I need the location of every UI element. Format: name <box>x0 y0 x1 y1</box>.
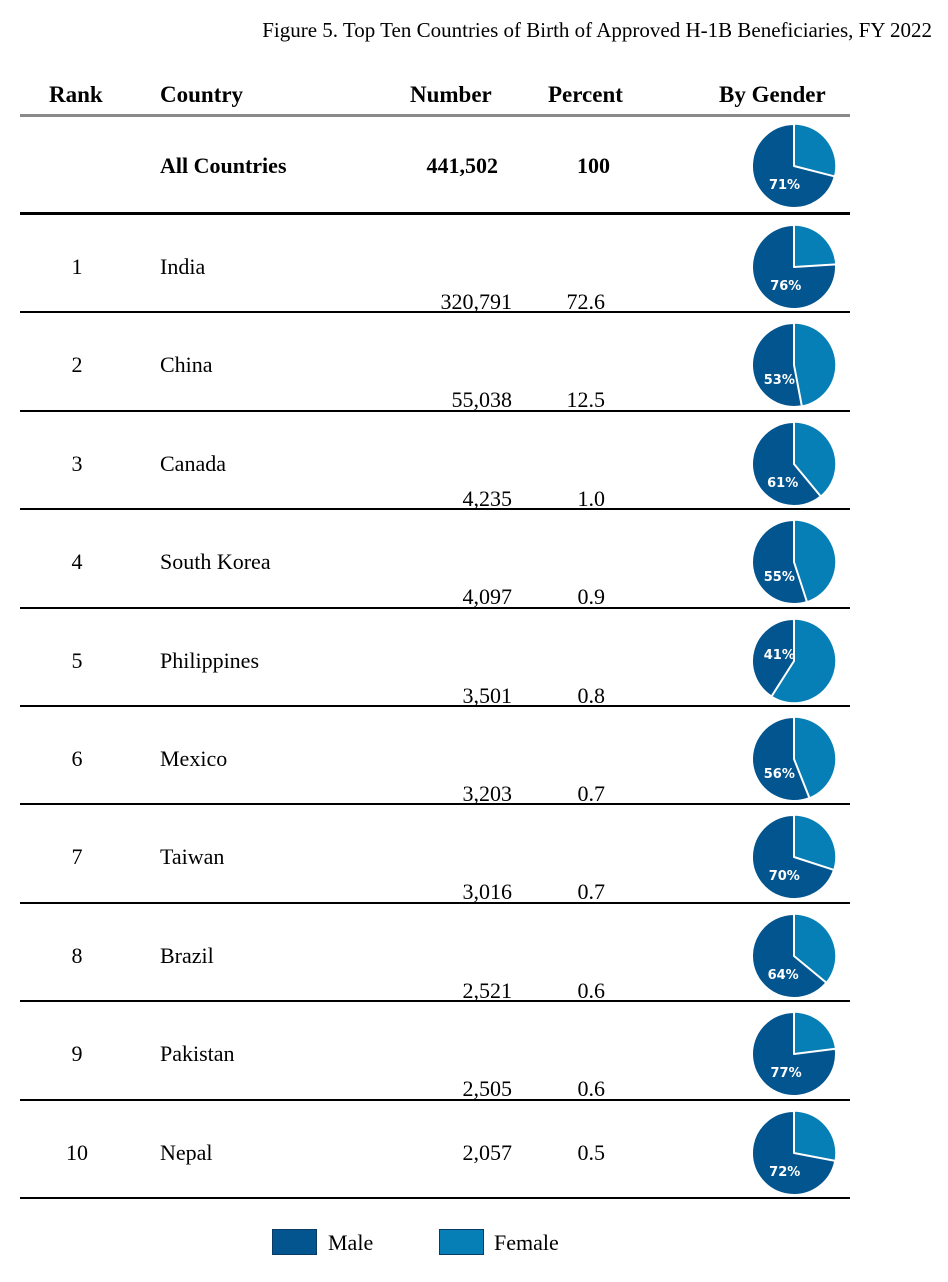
row-number: 2,057 <box>462 1139 513 1165</box>
row-rule <box>20 1197 850 1199</box>
row-rank: 5 <box>71 647 83 673</box>
row-percent: 0.9 <box>577 584 606 610</box>
pie-male-label: 70% <box>769 869 800 884</box>
total-country: All Countries <box>160 153 287 178</box>
gender-pie-3: 61% <box>751 420 837 507</box>
row-rank: 3 <box>71 450 83 476</box>
pie-male-slice <box>751 617 795 698</box>
pie-male-label: 77% <box>770 1066 801 1081</box>
row-number: 3,501 <box>462 682 513 708</box>
pie-male-label: 72% <box>769 1165 800 1180</box>
row-country: Taiwan <box>160 844 225 870</box>
header-by-gender: By Gender <box>719 82 826 107</box>
row-rule <box>20 705 850 707</box>
gender-pie-6: 56% <box>751 716 837 802</box>
row-country: India <box>160 254 206 279</box>
row-rule <box>20 311 850 314</box>
pie-male-label: 64% <box>768 968 799 983</box>
legend-female-swatch <box>439 1229 484 1255</box>
row-country: Brazil <box>160 942 214 968</box>
gender-pie-4: 55% <box>751 519 837 606</box>
pie-male-slice <box>751 519 808 606</box>
header-rank: Rank <box>49 82 103 107</box>
row-number: 4,235 <box>462 485 513 511</box>
gender-pie-2: 53% <box>751 322 837 409</box>
row-number: 2,505 <box>462 1076 513 1102</box>
pie-male-slice <box>751 420 822 507</box>
row-country: South Korea <box>160 549 271 575</box>
figure-title: Figure 5. Top Ten Countries of Birth of … <box>262 18 932 42</box>
pie-male-slice <box>751 322 803 409</box>
total-percent: 100 <box>577 153 610 178</box>
header-number: Number <box>410 82 492 107</box>
row-rank: 7 <box>71 844 83 870</box>
row-country: China <box>160 352 213 378</box>
row-rank: 4 <box>71 549 83 575</box>
total-rule <box>20 212 850 215</box>
row-country: Nepal <box>160 1139 213 1165</box>
row-rule <box>20 1098 850 1101</box>
pie-male-slice <box>751 1011 837 1098</box>
pie-male-label: 61% <box>767 476 798 491</box>
row-percent: 0.6 <box>577 977 606 1003</box>
legend-female-label: Female <box>494 1230 559 1255</box>
total-number: 441,502 <box>426 153 499 178</box>
pie-male-slice <box>751 123 836 209</box>
row-number: 2,521 <box>462 977 513 1003</box>
row-rule <box>20 508 850 511</box>
row-country: Pakistan <box>160 1041 235 1067</box>
row-percent: 0.7 <box>577 879 606 905</box>
row-percent: 12.5 <box>566 387 606 413</box>
row-number: 3,016 <box>462 879 513 905</box>
pie-male-label: 55% <box>764 570 795 585</box>
row-number: 320,791 <box>440 289 513 314</box>
row-percent: 72.6 <box>566 289 606 314</box>
header-rule <box>20 114 850 117</box>
gender-pie-7: 70% <box>751 814 837 901</box>
row-rank: 2 <box>71 352 83 378</box>
pie-male-slice <box>751 716 811 802</box>
row-rule <box>20 803 850 806</box>
row-number: 4,097 <box>462 584 513 610</box>
row-number: 55,038 <box>451 387 513 413</box>
pie-male-label: 56% <box>764 767 795 782</box>
legend-male-label: Male <box>328 1230 374 1255</box>
row-number: 3,203 <box>462 781 513 806</box>
row-rank: 8 <box>71 942 83 968</box>
header-country: Country <box>160 82 244 107</box>
row-percent: 0.5 <box>577 1139 606 1165</box>
pie-male-slice <box>751 1109 837 1196</box>
pie-male-label: 76% <box>770 279 801 294</box>
row-country: Mexico <box>160 746 228 771</box>
row-rule <box>20 606 850 609</box>
pie-male-label: 41% <box>764 647 795 662</box>
gender-pie-8: 64% <box>751 912 837 999</box>
gender-pie-9: 77% <box>751 1011 837 1098</box>
gender-pie-total: 71% <box>751 123 837 209</box>
pie-male-label: 53% <box>764 373 795 388</box>
row-country: Canada <box>160 450 226 476</box>
row-rank: 10 <box>66 1139 88 1165</box>
pie-male-label: 71% <box>769 178 800 193</box>
pie-male-slice <box>751 814 835 901</box>
row-rule <box>20 1000 850 1003</box>
header-percent: Percent <box>548 82 623 107</box>
gender-pie-1: 76% <box>751 224 837 310</box>
gender-pie-5: 41% <box>751 617 837 704</box>
row-percent: 0.6 <box>577 1076 606 1102</box>
row-country: Philippines <box>160 647 260 673</box>
row-rule <box>20 901 850 904</box>
row-percent: 0.8 <box>577 682 606 708</box>
legend-male-swatch <box>272 1229 317 1255</box>
row-percent: 1.0 <box>577 485 606 511</box>
gender-pie-10: 72% <box>751 1109 837 1196</box>
row-rank: 9 <box>71 1041 83 1067</box>
row-rank: 6 <box>71 746 83 771</box>
row-rule <box>20 409 850 412</box>
pie-male-slice <box>751 224 837 310</box>
pie-male-slice <box>751 912 828 999</box>
row-percent: 0.7 <box>577 781 606 806</box>
row-rank: 1 <box>71 254 83 279</box>
